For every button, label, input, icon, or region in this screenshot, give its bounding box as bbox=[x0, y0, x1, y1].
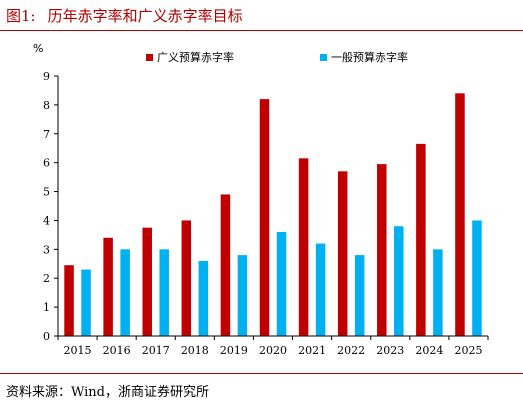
y-axis: 0 1 2 3 4 5 6 7 8 9 bbox=[43, 70, 59, 343]
x-tick-label: 2025 bbox=[454, 344, 482, 357]
bar-general-deficit bbox=[198, 260, 209, 336]
bar-general-deficit bbox=[354, 255, 365, 336]
y-tick-label: 3 bbox=[43, 243, 50, 256]
bar-general-deficit bbox=[81, 269, 91, 336]
bar-broad-deficit bbox=[103, 237, 113, 336]
y-tick-label: 8 bbox=[43, 99, 50, 112]
bar-broad-deficit bbox=[337, 171, 348, 336]
bar-general-deficit bbox=[276, 232, 287, 336]
legend: 广义预算赤字率 一般预算赤字率 bbox=[146, 50, 408, 64]
legend-swatch bbox=[320, 54, 327, 61]
y-tick-label: 4 bbox=[43, 214, 50, 227]
source-divider bbox=[0, 373, 523, 374]
x-tick-label: 2020 bbox=[259, 344, 287, 357]
x-tick-label: 2015 bbox=[64, 344, 92, 357]
bar-general-deficit bbox=[433, 249, 443, 336]
bar-broad-deficit bbox=[455, 93, 465, 336]
y-tick-label: 1 bbox=[43, 301, 50, 314]
title-divider bbox=[0, 30, 523, 31]
x-tick-label: 2024 bbox=[415, 344, 443, 357]
x-tick-label: 2021 bbox=[298, 344, 326, 357]
bar-broad-deficit bbox=[181, 220, 192, 336]
bar-general-deficit bbox=[394, 226, 404, 336]
y-tick-label: 5 bbox=[43, 186, 50, 199]
x-axis: 2015 2016 2017 2018 2019 2020 2021 2022 2023 2024… bbox=[57, 335, 489, 357]
bar-broad-deficit bbox=[259, 99, 270, 336]
bar-broad-deficit bbox=[220, 194, 231, 336]
bar-general-deficit bbox=[237, 255, 248, 336]
legend-label: 广义预算赤字率 bbox=[157, 50, 234, 64]
y-tick-label: 9 bbox=[43, 70, 50, 83]
y-tick-label: 7 bbox=[43, 128, 50, 141]
x-tick-label: 2017 bbox=[142, 344, 170, 357]
figure-number: 图1: bbox=[6, 7, 36, 25]
bar-broad-deficit bbox=[416, 143, 426, 336]
x-tick-label: 2018 bbox=[181, 344, 209, 357]
bar-chart: % 广义预算赤字率 一般预算赤字率 0 1 2 3 4 5 6 7 8 9 2015 2016 2017… bbox=[33, 42, 489, 357]
bars bbox=[64, 93, 482, 336]
figure-title-block: 图1: 历年赤字率和广义赤字率目标 bbox=[6, 5, 243, 26]
x-tick-label: 2023 bbox=[376, 344, 404, 357]
y-tick-label: 6 bbox=[43, 157, 50, 170]
bar-general-deficit bbox=[120, 249, 130, 336]
source-note: 资料来源：Wind，浙商证券研究所 bbox=[6, 385, 209, 400]
y-tick-label: 2 bbox=[43, 272, 50, 285]
bar-broad-deficit bbox=[142, 227, 152, 336]
bar-broad-deficit bbox=[298, 158, 309, 336]
y-axis-unit: % bbox=[33, 42, 43, 55]
bar-general-deficit bbox=[472, 220, 482, 336]
bar-general-deficit bbox=[159, 249, 169, 336]
figure-title: 历年赤字率和广义赤字率目标 bbox=[47, 7, 243, 25]
legend-swatch bbox=[146, 54, 153, 61]
x-tick-label: 2022 bbox=[337, 344, 365, 357]
bar-broad-deficit bbox=[377, 164, 387, 336]
y-tick-label: 0 bbox=[43, 330, 50, 343]
bar-broad-deficit bbox=[64, 265, 74, 336]
legend-label: 一般预算赤字率 bbox=[331, 50, 408, 64]
x-tick-label: 2016 bbox=[103, 344, 131, 357]
bar-general-deficit bbox=[315, 243, 326, 336]
x-tick-label: 2019 bbox=[220, 344, 248, 357]
